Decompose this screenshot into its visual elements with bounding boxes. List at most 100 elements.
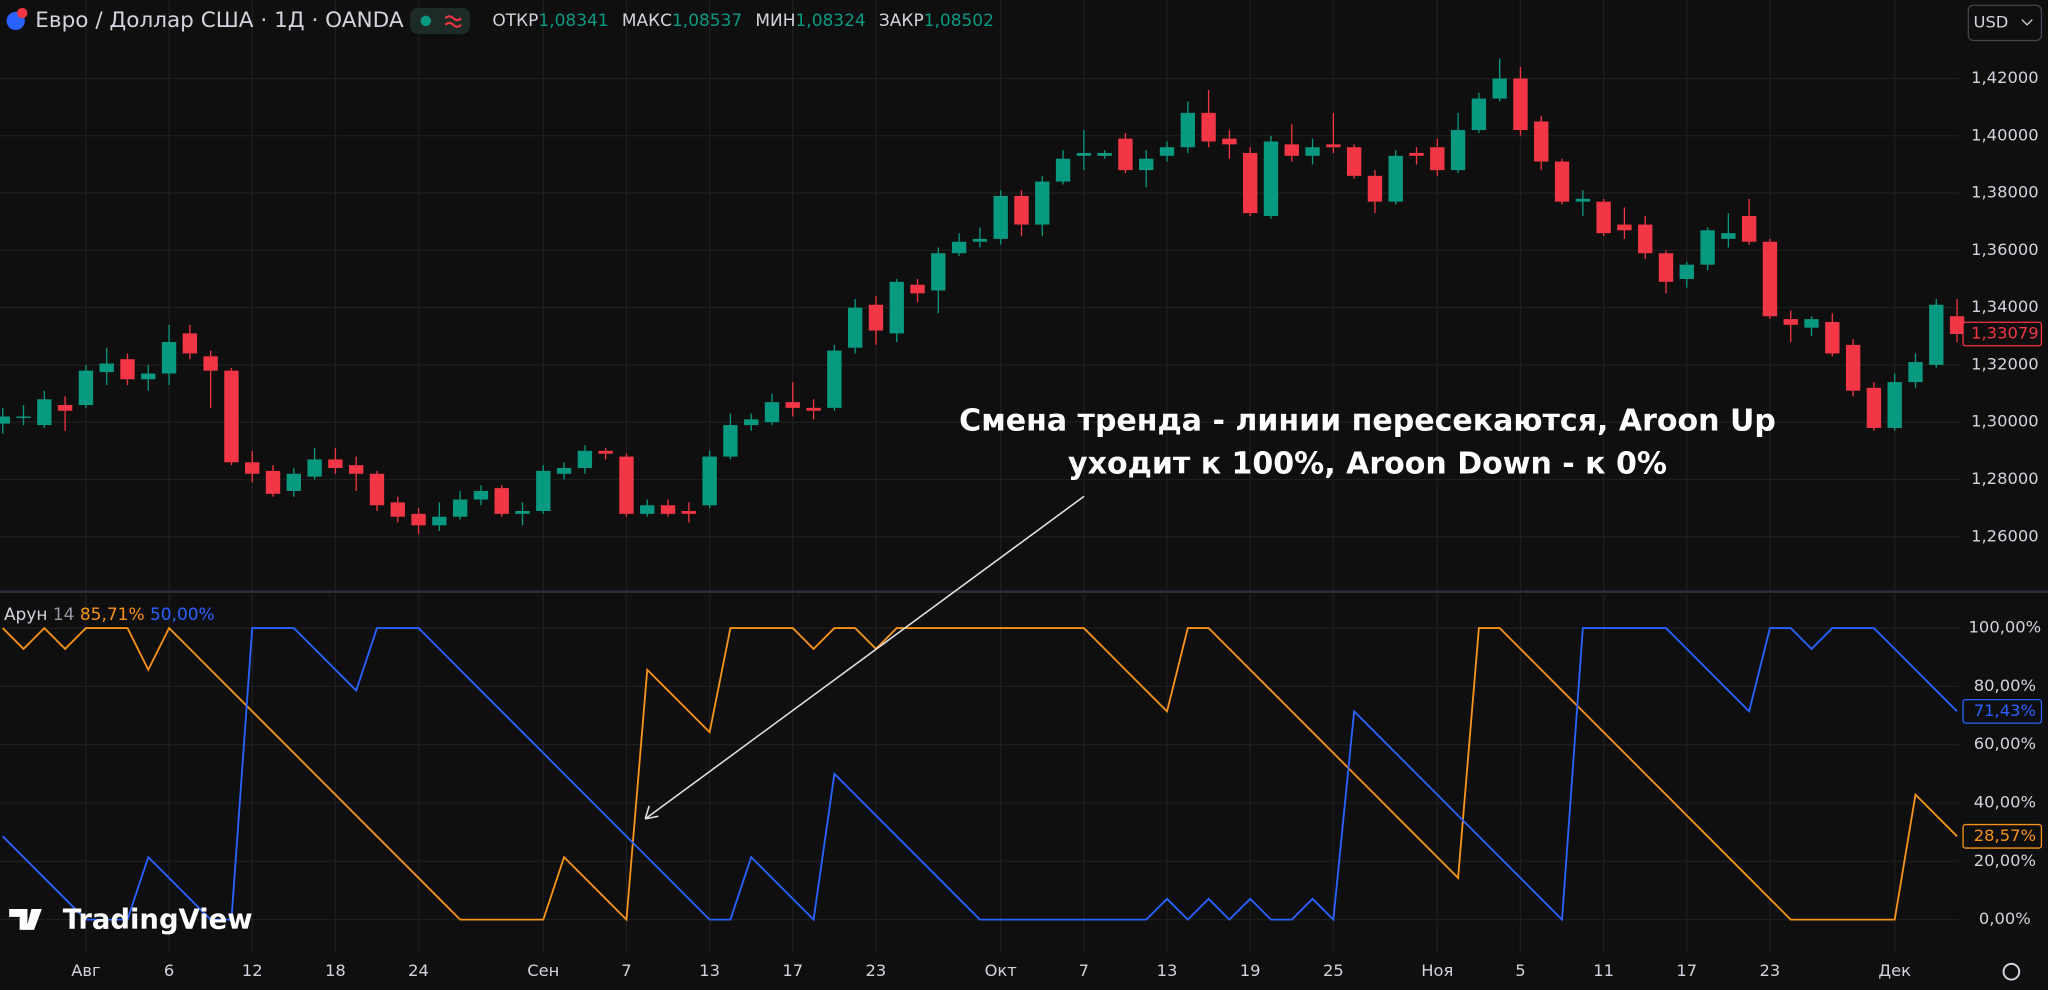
candle-body (806, 407, 821, 411)
aroon-line (2, 627, 1958, 922)
y-tick-label: 1,26000 (1971, 526, 2038, 545)
x-tick-label: 11 (1593, 961, 1614, 980)
candle-body (1201, 112, 1216, 142)
candle-body (1825, 321, 1840, 354)
y-tick-label: 1,28000 (1971, 469, 2038, 488)
last-value-label: 1,33079 (1971, 324, 2038, 343)
candle-body (1055, 158, 1071, 182)
candle-body (1700, 230, 1715, 265)
candle-body (1679, 264, 1694, 279)
candle-body (203, 356, 218, 371)
candle-body (681, 511, 697, 514)
candle-body (702, 456, 717, 506)
last-value-label: 28,57% (1974, 826, 2036, 845)
candle-body (660, 505, 676, 514)
candle-body (785, 402, 800, 408)
aroon-line (2, 626, 1958, 922)
last-value-tag (1962, 698, 2043, 724)
candle-body (1222, 138, 1237, 145)
y-tick-label: 1,42000 (1971, 68, 2038, 87)
x-tick-label: 25 (1323, 961, 1344, 980)
last-value-tag (1962, 823, 2043, 849)
candle-body (57, 405, 73, 411)
candle-body (1471, 98, 1487, 131)
candle-body (1617, 224, 1632, 231)
marks (0, 58, 1965, 922)
x-tick-label: Ноя (1421, 961, 1453, 980)
x-tick-label: 24 (408, 961, 429, 980)
arrow-head (644, 805, 659, 820)
candle-body (951, 241, 967, 254)
x-tick-label: 19 (1240, 961, 1261, 980)
x-tick-label: 7 (1079, 961, 1089, 980)
x-tick-label: 17 (1676, 961, 1697, 980)
candle-body (619, 456, 634, 514)
candle-body (1762, 241, 1778, 317)
x-tick-label: Дек (1878, 961, 1911, 980)
currency-button[interactable] (1967, 4, 2043, 42)
candle-body (1139, 158, 1154, 171)
x-tick-label: 17 (782, 961, 803, 980)
settings-icon[interactable] (2002, 962, 2021, 981)
candle-body (1159, 147, 1175, 156)
x-tick-label: 7 (621, 961, 631, 980)
indicator-value: 50,00% (150, 605, 215, 625)
candle-body (1887, 382, 1902, 428)
ohlc-label: ОТКР (492, 11, 538, 31)
status-pill[interactable] (410, 7, 471, 34)
candle-body (99, 363, 114, 373)
candle-body (1908, 362, 1923, 383)
candle-body (411, 513, 426, 526)
y-tick-label: 80,00% (1974, 676, 2036, 695)
symbol-title: Евро / Доллар США · 1Д · OANDA (35, 8, 404, 33)
candle-body (349, 465, 364, 474)
x-tick-label: 23 (1760, 961, 1781, 980)
candle-body (1263, 141, 1279, 216)
candle-body (868, 304, 884, 331)
candle-body (1388, 155, 1403, 202)
x-tick-label: 13 (699, 961, 720, 980)
y-tick-label: 1,32000 (1971, 354, 2038, 373)
candle-body (993, 195, 1008, 239)
y-tick-label: 0,00% (1979, 909, 2031, 928)
indicator-length: 14 (53, 605, 75, 625)
candle-body (1305, 147, 1320, 156)
candle-body (598, 450, 613, 454)
candle-body (1804, 319, 1819, 328)
ohlc-label: МАКС (622, 11, 672, 31)
x-tick-label: Авг (71, 961, 100, 980)
x-tick-label: 12 (242, 961, 263, 980)
candle-body (37, 399, 52, 426)
candle-body (1783, 319, 1798, 325)
ohlc-value: 1,08537 (672, 11, 742, 31)
candle-body (390, 502, 405, 517)
currency[interactable]: USD (1974, 12, 2009, 31)
annotation: уходит к 100%, Aroon Down - к 0% (1068, 446, 1667, 481)
ohlc-value: 1,08324 (796, 11, 866, 31)
candle-body (182, 333, 198, 354)
y-tick-label: 1,40000 (1971, 125, 2038, 144)
candle-body (536, 470, 551, 512)
candle-body (1741, 215, 1757, 242)
last-value-tag (1962, 321, 2043, 347)
candle-body (1638, 224, 1653, 254)
candle-body (1409, 152, 1424, 156)
x-tick-label: 23 (866, 961, 887, 980)
candle-body (1949, 316, 1965, 335)
logo-icon (9, 909, 42, 930)
candle-body (744, 419, 759, 426)
candle-body (494, 488, 509, 514)
candle-body (515, 511, 530, 514)
candle-body (328, 459, 343, 469)
ohlc-legend: ОТКР1,08341 МАКС1,08537 МИН1,08324 ЗАКР1… (492, 11, 993, 31)
candle-body (1014, 195, 1029, 225)
candle-body (1430, 147, 1445, 171)
candle-body (161, 342, 177, 374)
candle-body (286, 473, 301, 491)
indicator-value: 85,71% (80, 605, 145, 625)
candle-body (827, 350, 842, 408)
candle-body (1450, 130, 1466, 171)
x-tick-label: 13 (1157, 961, 1178, 980)
